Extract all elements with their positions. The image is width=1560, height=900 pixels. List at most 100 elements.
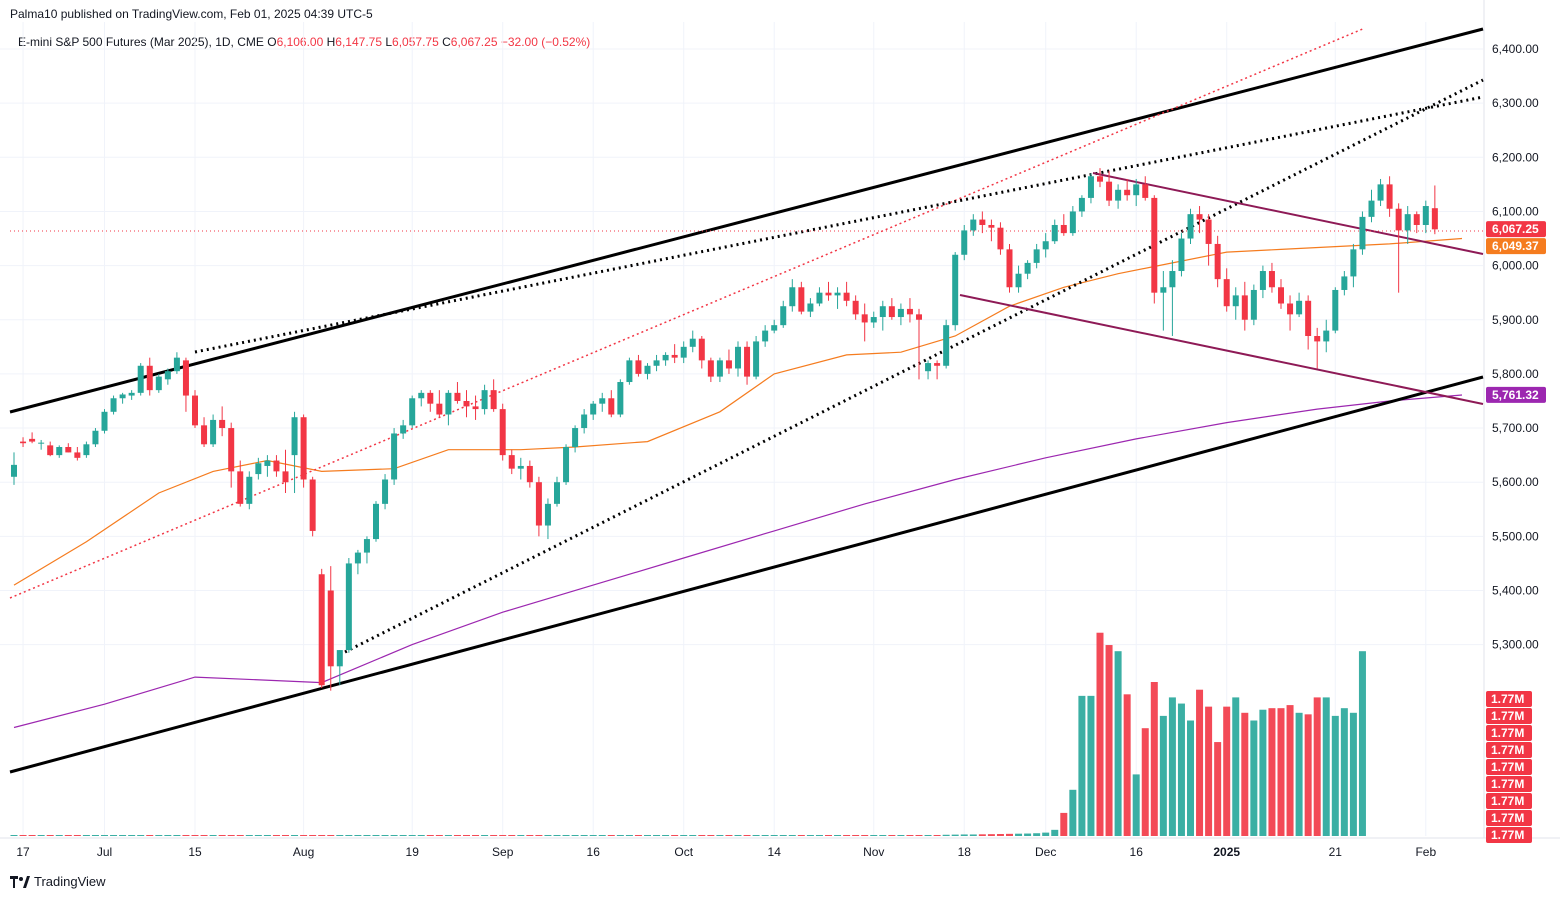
candle <box>11 452 17 485</box>
volume-bar <box>834 835 842 836</box>
candle <box>1097 168 1103 188</box>
volume-bar <box>662 835 670 836</box>
volume-bar <box>770 835 778 836</box>
candle <box>1323 319 1330 353</box>
candle <box>744 341 751 385</box>
x-tick-label: 16 <box>587 845 601 859</box>
candle <box>38 439 45 450</box>
volume-bar <box>680 835 688 836</box>
ema200-line <box>13 394 1463 729</box>
volume-bar <box>490 835 498 836</box>
volume-bar <box>236 835 244 836</box>
candle <box>92 428 99 448</box>
y-tick-label: 5,500.00 <box>1492 529 1539 543</box>
volume-bar <box>263 835 271 836</box>
volume-bar <box>698 835 706 836</box>
volume-bar <box>1322 697 1330 836</box>
volume-bar <box>535 835 543 836</box>
x-tick-label: 18 <box>958 845 972 859</box>
volume-bar <box>951 834 959 836</box>
volume-badge-label: 1.77M <box>1491 709 1524 723</box>
candle <box>707 357 714 383</box>
channel-lower-line <box>9 375 1484 774</box>
volume-bar <box>1223 706 1231 836</box>
candle <box>327 566 334 691</box>
candle <box>644 363 651 380</box>
candle <box>1069 206 1076 236</box>
volume-badge <box>1486 742 1532 758</box>
volume-bar <box>417 835 425 836</box>
volume-bar <box>888 835 896 836</box>
volume-bar <box>671 835 679 836</box>
volume-bar <box>1024 833 1032 836</box>
volume-bar <box>1313 697 1321 836</box>
candle <box>1305 295 1312 350</box>
y-tick-label: 6,400.00 <box>1492 42 1539 56</box>
candle <box>925 360 932 380</box>
candle <box>146 357 153 396</box>
candle <box>219 406 226 437</box>
volume-bar <box>870 835 878 836</box>
candle <box>318 568 325 688</box>
x-tick-label: Aug <box>293 845 314 859</box>
y-tick-label: 5,600.00 <box>1492 475 1539 489</box>
volume-bar <box>607 835 615 836</box>
volume-bar <box>1042 832 1050 836</box>
candle <box>499 403 506 461</box>
candle <box>1060 214 1067 236</box>
volume-bar <box>119 835 127 836</box>
volume-bar <box>716 835 724 836</box>
candle <box>119 392 126 404</box>
close-label: C <box>442 35 451 49</box>
candle <box>336 650 343 686</box>
volume-badge-label: 1.77M <box>1491 794 1524 808</box>
symbol-legend: E-mini S&P 500 Futures (Mar 2025), 1D, C… <box>18 35 590 49</box>
volume-bar <box>879 835 887 836</box>
volume-bar <box>553 835 561 836</box>
candle <box>1259 265 1266 299</box>
volume-bar <box>644 835 651 836</box>
candle <box>735 341 741 377</box>
candle <box>65 443 72 453</box>
volume-bar <box>562 835 570 836</box>
volume-bar <box>336 835 344 836</box>
volume-bar <box>309 835 317 836</box>
candle <box>47 441 54 457</box>
candle <box>952 252 959 331</box>
open-value: 6,106.00 <box>276 35 324 49</box>
volume-bar <box>544 835 552 836</box>
candle <box>1087 173 1094 204</box>
price-badge <box>1486 238 1546 255</box>
volume-badge <box>1486 691 1532 707</box>
volume-bar <box>1277 708 1285 836</box>
candle <box>382 474 389 510</box>
candle <box>101 409 108 434</box>
candle <box>481 384 488 415</box>
volume-bars <box>10 632 1366 836</box>
volume-bar <box>46 835 54 836</box>
volume-bar <box>91 835 99 836</box>
candle <box>698 335 705 369</box>
price-badge <box>1486 221 1546 238</box>
candle <box>1124 178 1131 201</box>
candle <box>29 432 36 444</box>
volume-bar <box>1295 712 1303 836</box>
candle <box>807 298 814 318</box>
volume-bar <box>1196 689 1204 836</box>
volume-badge <box>1486 776 1532 792</box>
y-tick-label: 6,300.00 <box>1492 96 1539 110</box>
candle <box>834 287 841 309</box>
candle <box>454 382 461 404</box>
candle <box>888 298 895 320</box>
volume-bar <box>173 835 181 836</box>
candle <box>1078 195 1085 217</box>
volume-bar <box>653 835 661 836</box>
candle <box>662 352 669 366</box>
candle <box>56 445 63 458</box>
volume-bar <box>110 835 118 836</box>
candle <box>979 211 986 234</box>
candle <box>1431 185 1438 235</box>
candle <box>264 455 271 477</box>
volume-bar <box>1051 829 1059 836</box>
